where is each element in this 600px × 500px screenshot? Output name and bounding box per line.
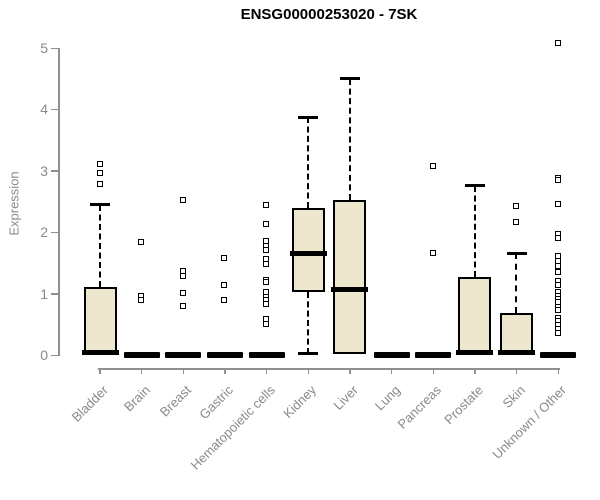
median-line (81, 350, 119, 356)
upper-whisker-cap (506, 251, 527, 255)
outlier-point (513, 219, 520, 226)
x-tick (390, 368, 393, 374)
outlier-point (429, 249, 436, 256)
y-tick-label: 2 (40, 224, 48, 241)
outlier-point (513, 202, 520, 209)
outlier-point (96, 161, 103, 168)
outlier-point (263, 237, 270, 244)
upper-whisker (98, 204, 101, 288)
outlier-point (554, 281, 561, 288)
x-tick (307, 368, 310, 374)
collapsed-box-bar (123, 352, 160, 358)
y-tick-label: 3 (40, 162, 48, 179)
collapsed-box-bar (248, 352, 285, 358)
y-tick (51, 231, 58, 234)
x-tick (557, 368, 559, 374)
outlier-point (263, 320, 270, 327)
outlier-point (221, 282, 228, 289)
upper-whisker (473, 185, 476, 278)
outlier-point (263, 247, 270, 254)
upper-whisker-cap (298, 115, 319, 119)
outlier-point (554, 263, 561, 270)
upper-whisker (348, 78, 351, 200)
outlier-point (554, 235, 561, 242)
upper-whisker-cap (339, 77, 360, 81)
outlier-point (138, 238, 145, 245)
outlier-point (179, 302, 186, 309)
x-tick (140, 368, 143, 374)
collapsed-box-bar (206, 352, 243, 358)
x-tick (515, 368, 518, 374)
lower-whisker-cap (298, 352, 319, 356)
y-tick (51, 293, 58, 295)
outlier-point (96, 170, 103, 177)
y-tick-label: 0 (40, 347, 48, 363)
lower-whisker (307, 291, 310, 354)
outlier-point (554, 201, 561, 208)
y-tick-label: 1 (40, 285, 48, 302)
outlier-point (179, 196, 186, 203)
chart-title: ENSG00000253020 - 7SK (240, 6, 418, 23)
x-tick (265, 368, 268, 374)
box (458, 277, 492, 354)
upper-whisker (307, 117, 310, 208)
collapsed-box-bar (373, 352, 410, 358)
y-tick (51, 47, 58, 49)
x-tick (99, 368, 101, 374)
outlier-point (179, 290, 186, 297)
median-line (498, 350, 536, 356)
outlier-point (263, 201, 270, 208)
box (333, 199, 367, 354)
box (83, 287, 117, 354)
outlier-point (554, 39, 561, 46)
outlier-point (429, 163, 436, 169)
collapsed-box-bar (415, 352, 452, 358)
box (291, 207, 325, 292)
outlier-point (554, 307, 561, 314)
upper-whisker-cap (464, 184, 485, 188)
outlier-point (263, 261, 270, 268)
outlier-point (96, 181, 103, 188)
outlier-point (138, 297, 145, 304)
box (500, 312, 534, 354)
outlier-point (179, 272, 186, 279)
outlier-point (263, 301, 270, 308)
median-line (456, 350, 494, 356)
collapsed-box-bar (540, 352, 577, 358)
median-line (289, 251, 327, 257)
collapsed-box-bar (165, 352, 202, 358)
outlier-point (554, 268, 561, 275)
x-tick (349, 368, 351, 374)
outlier-point (554, 330, 561, 336)
outlier-point (221, 255, 228, 262)
x-tick (182, 368, 185, 374)
outlier-point (263, 220, 270, 227)
outlier-point (221, 296, 228, 303)
outlier-point (263, 279, 270, 286)
x-tick (224, 368, 226, 374)
y-tick (51, 170, 58, 172)
median-line (331, 286, 369, 292)
outlier-point (554, 177, 561, 184)
y-tick (51, 108, 58, 111)
y-tick-label: 5 (40, 40, 48, 56)
x-axis-line (98, 368, 561, 370)
upper-whisker-cap (90, 203, 110, 207)
x-tick (474, 368, 476, 374)
upper-whisker (515, 253, 518, 313)
y-tick (51, 354, 58, 356)
y-tick-label: 4 (40, 101, 48, 118)
x-tick (432, 368, 435, 374)
y-axis-line (58, 48, 60, 356)
